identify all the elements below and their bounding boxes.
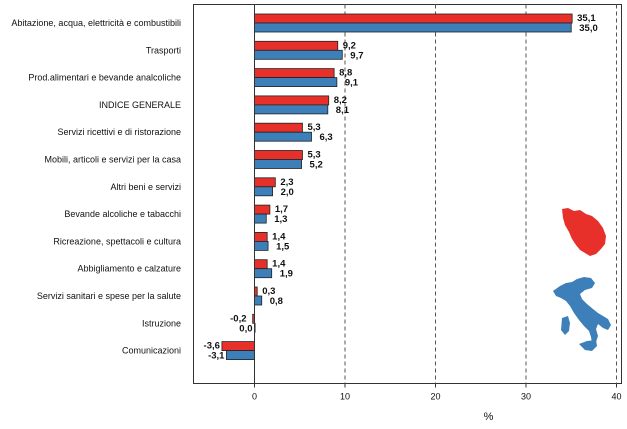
value-label: -3,1 (208, 351, 225, 362)
bar-series-1 (254, 122, 303, 133)
category-label: Abitazione, acqua, elettricità e combust… (11, 18, 181, 28)
value-label: 8,8 (339, 68, 352, 79)
bar-series-2 (254, 131, 312, 142)
sicily-map-icon (579, 340, 597, 351)
bar-series-1 (254, 177, 276, 188)
bar-series-2 (254, 104, 329, 115)
x-axis-label: % (484, 411, 494, 423)
bar-series-1 (254, 259, 268, 270)
value-label: 1,3 (274, 214, 287, 225)
category-label: Altri beni e servizi (110, 182, 181, 192)
x-tick-label: 10 (340, 392, 350, 402)
bar-series-2 (254, 295, 263, 306)
bar-series-1 (254, 95, 330, 106)
italy-map-icon (553, 277, 611, 344)
x-tick-label: 30 (521, 392, 531, 402)
bar-series-2 (254, 159, 302, 169)
category-label: Comunicazioni (122, 346, 181, 356)
value-label: 1,4 (272, 231, 286, 242)
value-label: 35,0 (579, 23, 598, 34)
value-label: 6,3 (320, 132, 333, 143)
x-tick-label: 20 (430, 392, 440, 402)
value-label: -0,2 (230, 313, 246, 324)
bar-series-2 (254, 240, 269, 251)
category-label: Bevande alcoliche e tabacchi (64, 209, 181, 219)
value-label: 1,4 (272, 259, 286, 270)
bar-series-2 (254, 77, 338, 87)
category-label: Trasporti (146, 45, 181, 55)
value-label: 0,8 (270, 296, 283, 307)
bar-series-1 (254, 204, 271, 215)
value-label: 0,0 (239, 323, 252, 334)
bar-series-1 (254, 68, 335, 78)
bar-series-2 (254, 268, 273, 279)
value-label: 8,2 (334, 95, 347, 106)
category-label: Abbigliamento e calzature (77, 264, 181, 274)
category-label: Istruzione (142, 318, 181, 328)
category-label: Mobili, articoli e servizi per la casa (44, 155, 181, 165)
value-label: 5,3 (307, 150, 320, 161)
x-tick-label: 40 (611, 392, 621, 402)
tuscany-map-icon (562, 208, 606, 256)
bar-series-2 (254, 186, 274, 197)
value-label: 5,2 (310, 160, 323, 171)
bar-series-1 (254, 40, 339, 51)
x-tick-label: 0 (252, 392, 257, 402)
bar-series-1 (221, 341, 255, 352)
value-label: 5,3 (307, 122, 320, 133)
bar-series-1 (254, 231, 268, 242)
category-label: Servizi sanitari e spese per la salute (37, 291, 181, 301)
value-label: 0,3 (262, 286, 275, 297)
value-label: 1,5 (276, 241, 290, 252)
value-label: 8,1 (336, 105, 350, 116)
bar-series-2 (226, 350, 255, 361)
category-label: INDICE GENERALE (99, 100, 181, 110)
value-label: 2,0 (281, 187, 294, 198)
bar-series-2 (254, 22, 572, 33)
value-label: 1,9 (280, 269, 293, 280)
bar-series-2 (254, 49, 343, 60)
plot-area (193, 4, 622, 384)
value-label: 2,3 (280, 177, 293, 188)
value-label: 9,7 (350, 50, 363, 61)
bar-series-2 (254, 213, 267, 224)
category-label: Prod.alimentari e bevande analcoliche (28, 73, 181, 83)
value-label: 35,1 (577, 13, 596, 24)
value-label: -3,6 (204, 341, 220, 352)
value-label: 1,7 (275, 204, 288, 215)
bar-series-1 (254, 13, 573, 24)
value-label: 9,2 (343, 40, 356, 51)
value-label: 9,1 (345, 78, 359, 89)
category-label: Ricreazione, spettacoli e cultura (53, 236, 181, 246)
bar-series-1 (254, 150, 303, 160)
category-label: Servizi ricettivi e di ristorazione (57, 127, 181, 137)
sardinia-map-icon (561, 316, 570, 335)
